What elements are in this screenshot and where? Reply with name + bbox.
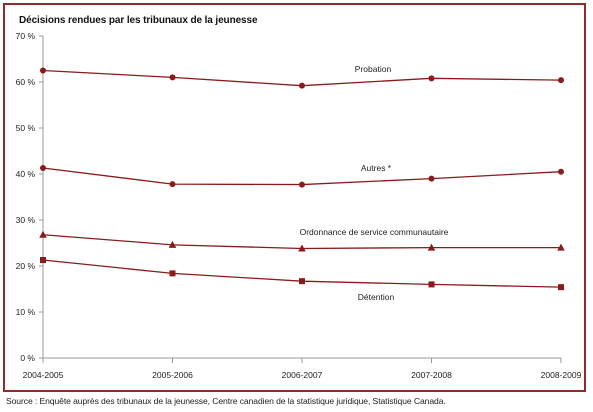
chart-frame: Décisions rendues par les tribunaux de l… bbox=[3, 3, 586, 392]
y-tick-label: 40 % bbox=[16, 169, 36, 179]
data-point-autres bbox=[40, 165, 46, 172]
data-point-ordonnance-de-service-communautaire bbox=[298, 244, 306, 252]
data-point-probation bbox=[558, 77, 564, 84]
y-tick-label: 50 % bbox=[16, 123, 36, 133]
data-point-d-tention bbox=[40, 257, 46, 264]
x-tick-label: 2008-2009 bbox=[541, 370, 582, 380]
x-tick-label: 2005-2006 bbox=[152, 370, 193, 380]
x-tick-label: 2007-2008 bbox=[411, 370, 452, 380]
data-point-autres bbox=[169, 181, 176, 188]
data-point-autres bbox=[428, 175, 435, 182]
data-point-ordonnance-de-service-communautaire bbox=[39, 230, 47, 238]
series-label-ordonnance-de-service-communautaire: Ordonnance de service communautaire bbox=[300, 227, 449, 237]
x-tick-label: 2006-2007 bbox=[282, 370, 323, 380]
data-point-d-tention bbox=[169, 270, 176, 277]
data-point-probation bbox=[299, 82, 305, 89]
chart-title: Décisions rendues par les tribunaux de l… bbox=[19, 15, 258, 26]
data-point-autres bbox=[299, 181, 305, 188]
data-point-probation bbox=[40, 67, 46, 74]
data-point-ordonnance-de-service-communautaire bbox=[557, 243, 565, 251]
data-point-d-tention bbox=[428, 281, 435, 288]
data-point-autres bbox=[558, 168, 564, 175]
y-tick-label: 20 % bbox=[16, 261, 36, 271]
x-tick-label: 2004-2005 bbox=[23, 370, 64, 380]
data-point-probation bbox=[169, 74, 176, 81]
data-point-d-tention bbox=[299, 278, 305, 285]
data-point-ordonnance-de-service-communautaire bbox=[168, 240, 177, 248]
series-label-probation: Probation bbox=[355, 64, 392, 74]
series-label-autres: Autres * bbox=[361, 163, 392, 173]
data-point-probation bbox=[428, 75, 435, 82]
y-tick-label: 70 % bbox=[16, 31, 36, 41]
y-tick-label: 0 % bbox=[20, 353, 35, 363]
source-note: Source : Enquête auprès des tribunaux de… bbox=[6, 396, 446, 406]
series-label-d-tention: Détention bbox=[358, 292, 395, 302]
y-tick-label: 60 % bbox=[16, 77, 36, 87]
data-point-ordonnance-de-service-communautaire bbox=[427, 243, 436, 251]
y-tick-label: 10 % bbox=[16, 307, 36, 317]
data-point-d-tention bbox=[558, 284, 564, 291]
y-tick-label: 30 % bbox=[16, 215, 36, 225]
